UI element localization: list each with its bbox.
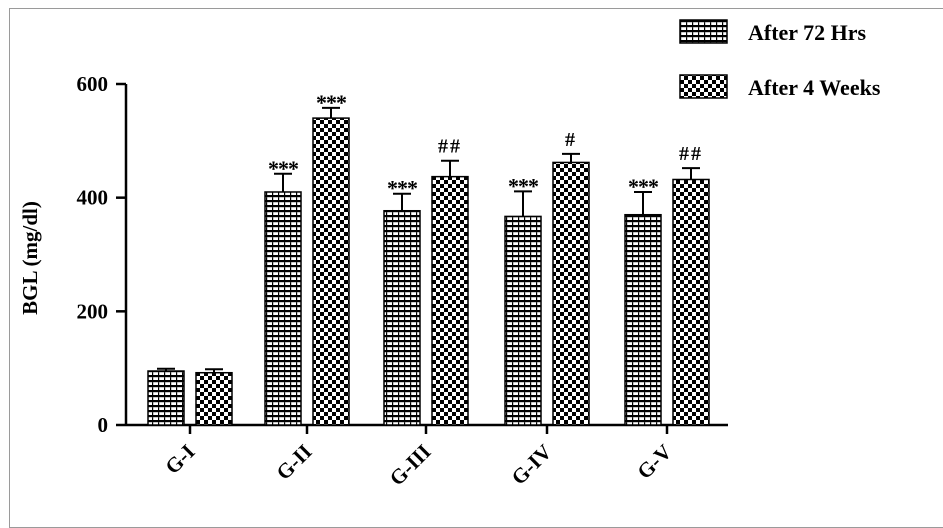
- y-tick-label: 0: [98, 413, 109, 437]
- legend-label-after-4-weeks: After 4 Weeks: [748, 75, 881, 100]
- bar-after-4-weeks: [431, 175, 469, 426]
- bar-after-72-hrs: [624, 213, 662, 426]
- x-tick-label: G-IV: [507, 440, 557, 490]
- bar-after-72-hrs: [383, 209, 421, 426]
- bar-after-4-weeks: [552, 161, 590, 426]
- bar-after-4-weeks: [312, 117, 350, 426]
- significance-label: ***: [316, 90, 347, 115]
- significance-label: #: [565, 129, 577, 151]
- x-tick-label: G-V: [632, 440, 676, 484]
- legend-swatch-after-4-weeks: [679, 74, 728, 99]
- legend-label-after-72-hrs: After 72 Hrs: [748, 20, 867, 45]
- bar-chart: 0 200 400 600 G-I G-II G-III G-IV G-V *** *** ***…: [18, 19, 881, 491]
- x-tick-label: G-II: [272, 440, 317, 485]
- significance-label: ***: [628, 174, 659, 199]
- y-axis-label: BGL (mg/dl): [18, 201, 42, 315]
- x-tick-label: G-III: [385, 440, 436, 491]
- significance-label: ##: [679, 143, 703, 165]
- y-tick-label: 600: [77, 72, 109, 96]
- legend: After 72 Hrs After 4 Weeks: [679, 19, 881, 100]
- legend-swatch-after-72-hrs: [679, 19, 728, 44]
- significance-label: ***: [508, 173, 539, 198]
- bar-after-4-weeks: [195, 371, 233, 426]
- significance-label: ***: [387, 176, 418, 201]
- significance-label: ##: [438, 136, 462, 158]
- y-tick-label: 400: [77, 186, 109, 210]
- bar-after-4-weeks: [672, 178, 710, 426]
- bar-after-72-hrs: [264, 191, 302, 426]
- x-tick-label: G-I: [160, 440, 199, 479]
- significance-label: ***: [268, 156, 299, 181]
- y-tick-label: 200: [77, 299, 109, 323]
- bar-after-72-hrs: [504, 215, 542, 426]
- bar-after-72-hrs: [147, 370, 185, 426]
